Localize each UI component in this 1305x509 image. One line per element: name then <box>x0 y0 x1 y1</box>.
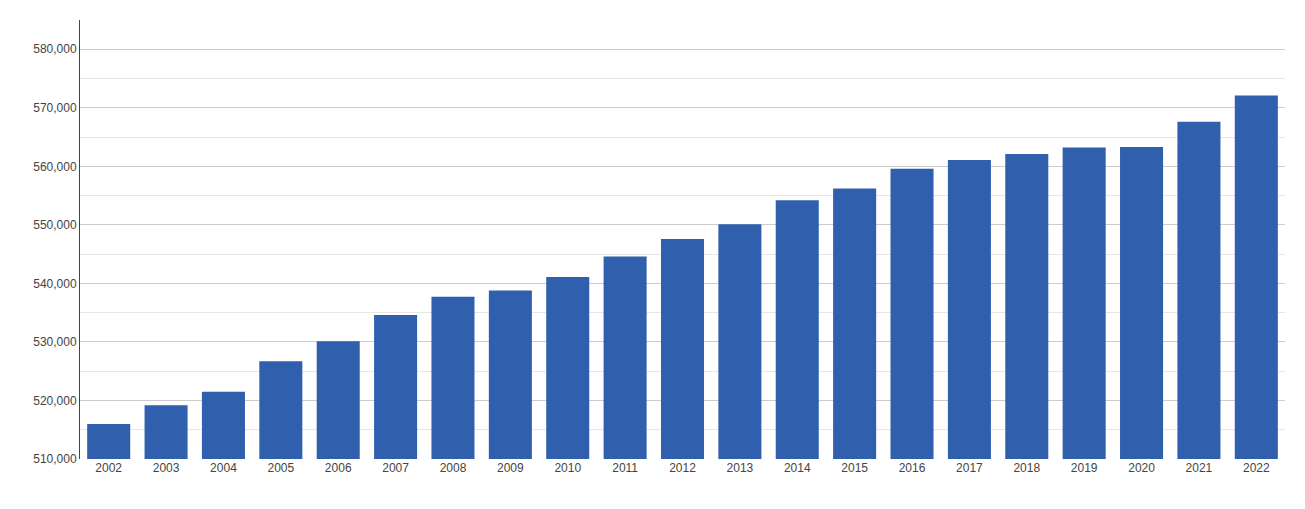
svg-text:2020: 2020 <box>1128 461 1155 475</box>
svg-text:580,000: 580,000 <box>33 42 77 56</box>
svg-text:510,000: 510,000 <box>33 452 77 466</box>
svg-text:2011: 2011 <box>612 461 638 475</box>
svg-text:2021: 2021 <box>1186 461 1213 475</box>
svg-text:2022: 2022 <box>1243 461 1270 475</box>
svg-text:2018: 2018 <box>1013 461 1040 475</box>
svg-text:2004: 2004 <box>210 461 237 475</box>
svg-text:2013: 2013 <box>727 461 754 475</box>
svg-text:2017: 2017 <box>956 461 983 475</box>
svg-text:520,000: 520,000 <box>33 394 77 408</box>
svg-text:570,000: 570,000 <box>33 101 77 115</box>
svg-text:2005: 2005 <box>267 461 294 475</box>
svg-text:530,000: 530,000 <box>33 335 77 349</box>
svg-text:2016: 2016 <box>899 461 926 475</box>
svg-text:2014: 2014 <box>784 461 811 475</box>
svg-text:560,000: 560,000 <box>33 160 77 174</box>
svg-text:2007: 2007 <box>382 461 409 475</box>
svg-text:2009: 2009 <box>497 461 524 475</box>
svg-text:2019: 2019 <box>1071 461 1098 475</box>
svg-text:550,000: 550,000 <box>33 218 77 232</box>
svg-text:2006: 2006 <box>325 461 352 475</box>
svg-text:2002: 2002 <box>95 461 122 475</box>
svg-text:2012: 2012 <box>669 461 696 475</box>
svg-text:2008: 2008 <box>440 461 467 475</box>
svg-text:2010: 2010 <box>554 461 581 475</box>
svg-text:2003: 2003 <box>153 461 180 475</box>
svg-text:2015: 2015 <box>841 461 868 475</box>
svg-text:540,000: 540,000 <box>33 277 77 291</box>
